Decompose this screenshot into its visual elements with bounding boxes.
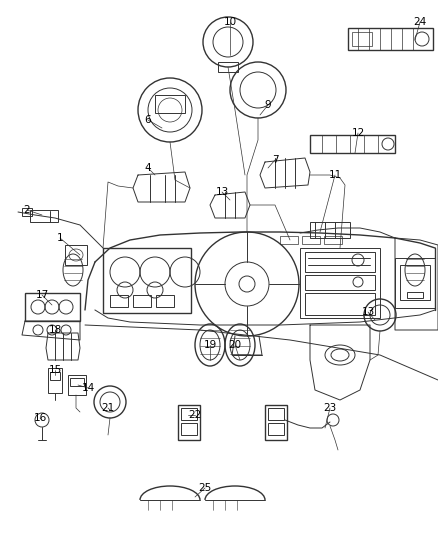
Bar (268, 408, 284, 420)
Text: 9: 9 (265, 100, 271, 110)
Bar (302, 236, 320, 244)
Bar (65, 245, 87, 265)
Bar (324, 236, 342, 244)
Circle shape (239, 276, 255, 292)
Text: 2: 2 (24, 205, 30, 215)
Bar (70, 378, 84, 386)
Bar (181, 423, 197, 435)
Text: 24: 24 (413, 17, 427, 27)
Text: 18: 18 (48, 325, 62, 335)
Bar (156, 295, 174, 307)
Text: 6: 6 (145, 115, 151, 125)
Bar (218, 62, 238, 72)
Bar (407, 292, 423, 298)
Text: 10: 10 (223, 17, 237, 27)
Text: 13: 13 (361, 307, 374, 317)
Text: 11: 11 (328, 170, 342, 180)
Bar (310, 135, 395, 153)
Bar (310, 222, 350, 238)
Bar (155, 95, 185, 113)
Text: 14: 14 (81, 383, 95, 393)
Bar (265, 405, 287, 440)
Bar (305, 275, 375, 290)
Bar (280, 236, 298, 244)
Bar (178, 405, 200, 440)
Bar (268, 423, 284, 435)
Text: 4: 4 (145, 163, 151, 173)
Text: 17: 17 (35, 290, 49, 300)
Bar (48, 368, 62, 393)
Text: 22: 22 (188, 410, 201, 420)
Text: 12: 12 (351, 128, 364, 138)
Text: 25: 25 (198, 483, 212, 493)
Bar (110, 295, 128, 307)
Bar (348, 28, 433, 50)
Bar (305, 252, 375, 272)
Text: 15: 15 (48, 365, 62, 375)
Bar (300, 248, 380, 318)
Bar (68, 375, 86, 395)
Bar (22, 208, 32, 216)
Bar (395, 258, 435, 308)
Bar (50, 372, 60, 380)
Bar (30, 210, 58, 222)
Text: 13: 13 (215, 187, 229, 197)
Text: 1: 1 (57, 233, 64, 243)
Bar (352, 32, 372, 46)
Bar (103, 248, 191, 313)
Text: 23: 23 (323, 403, 337, 413)
Bar (25, 293, 80, 321)
Text: 20: 20 (229, 340, 242, 350)
Bar (181, 408, 197, 420)
Text: 21: 21 (101, 403, 115, 413)
Bar (400, 265, 430, 300)
Text: 19: 19 (203, 340, 217, 350)
Text: 7: 7 (272, 155, 278, 165)
Bar (305, 293, 375, 315)
Text: 16: 16 (33, 413, 46, 423)
Bar (133, 295, 151, 307)
